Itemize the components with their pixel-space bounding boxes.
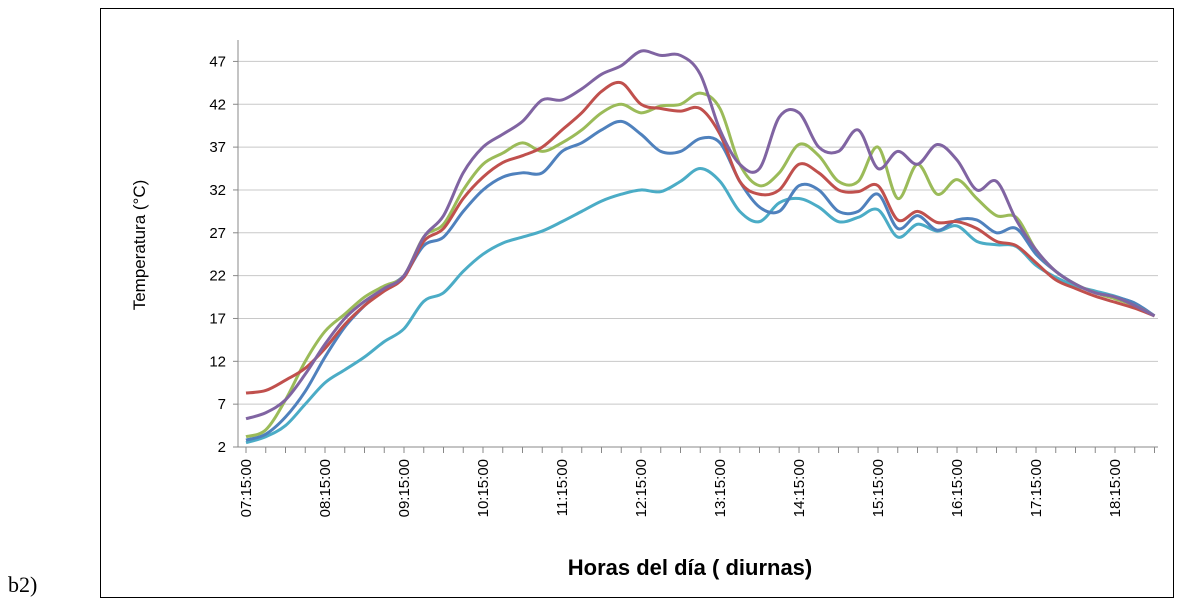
- x-tick-label: 10:15:00: [475, 459, 492, 517]
- series-line: [245, 80, 1156, 395]
- x-tick-label: 07:15:00: [238, 459, 255, 517]
- x-tick-label: 13:15:00: [712, 459, 729, 517]
- y-tick-label: 2: [218, 439, 226, 456]
- figure-label: b2): [8, 572, 37, 597]
- x-tick-label: 11:15:00: [554, 459, 571, 516]
- y-tick-label: 22: [209, 268, 226, 285]
- y-tick-label: 32: [209, 182, 226, 199]
- chart-border: [100, 8, 1174, 598]
- y-tick-label: 17: [209, 310, 226, 327]
- x-axis-title: Horas del día ( diurnas): [568, 555, 813, 580]
- y-tick-label: 12: [209, 353, 226, 370]
- y-tick-label: 47: [209, 53, 226, 70]
- y-tick-label: 42: [209, 96, 226, 113]
- x-tick-label: 12:15:00: [633, 459, 650, 517]
- x-tick-label: 18:15:00: [1107, 459, 1124, 517]
- x-tick-label: 17:15:00: [1028, 459, 1045, 517]
- x-tick-label: 14:15:00: [791, 459, 808, 517]
- y-tick-label: 7: [218, 396, 226, 413]
- x-tick-label: 15:15:00: [870, 459, 887, 517]
- x-tick-label: 09:15:00: [396, 459, 413, 517]
- series-line: [245, 49, 1156, 421]
- x-tick-label: 08:15:00: [317, 459, 334, 517]
- y-axis-title: Temperatura (°C): [130, 180, 149, 311]
- y-tick-label: 27: [209, 225, 226, 242]
- y-tick-label: 37: [209, 139, 226, 156]
- x-tick-label: 16:15:00: [949, 459, 966, 517]
- series-line: [245, 167, 1136, 445]
